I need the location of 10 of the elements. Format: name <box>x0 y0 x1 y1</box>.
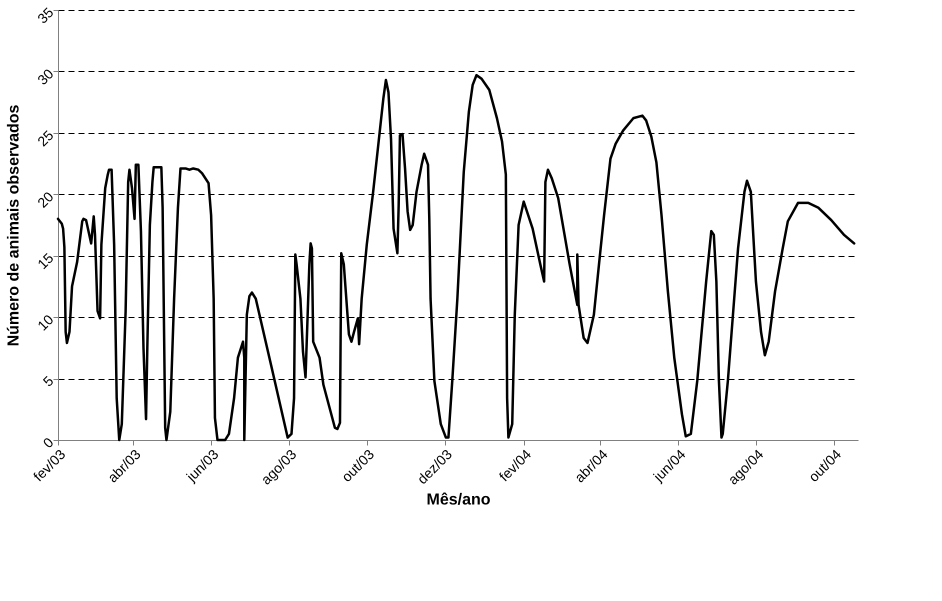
y-tick-label: 0 <box>40 434 57 451</box>
x-axis-title: Mês/ano <box>426 492 491 509</box>
y-tick-label: 25 <box>34 126 57 150</box>
y-axis-title: Número de animais observados <box>6 104 23 346</box>
y-tick-label: 30 <box>34 65 57 88</box>
y-tick-label: 20 <box>34 188 57 211</box>
y-tick-label: 5 <box>40 372 57 390</box>
y-tick-label: 10 <box>34 311 57 334</box>
y-tick-label: 15 <box>34 250 57 272</box>
y-tick-label: 35 <box>34 4 57 26</box>
